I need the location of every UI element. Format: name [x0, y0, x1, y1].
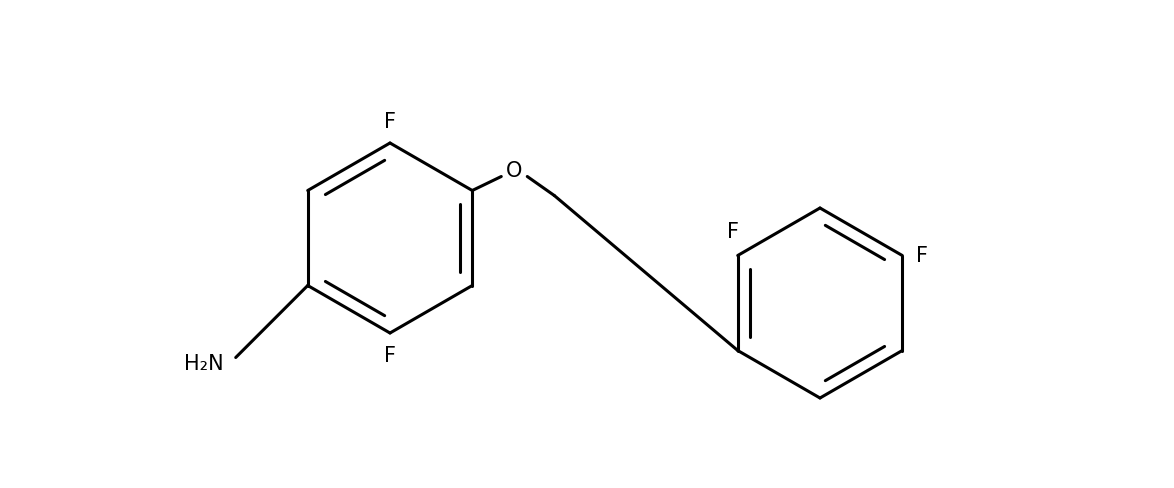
- Text: F: F: [384, 112, 396, 132]
- Text: F: F: [727, 222, 738, 242]
- Text: O: O: [506, 161, 522, 181]
- Text: F: F: [384, 346, 396, 365]
- Text: F: F: [916, 246, 929, 266]
- Text: H₂N: H₂N: [184, 353, 224, 373]
